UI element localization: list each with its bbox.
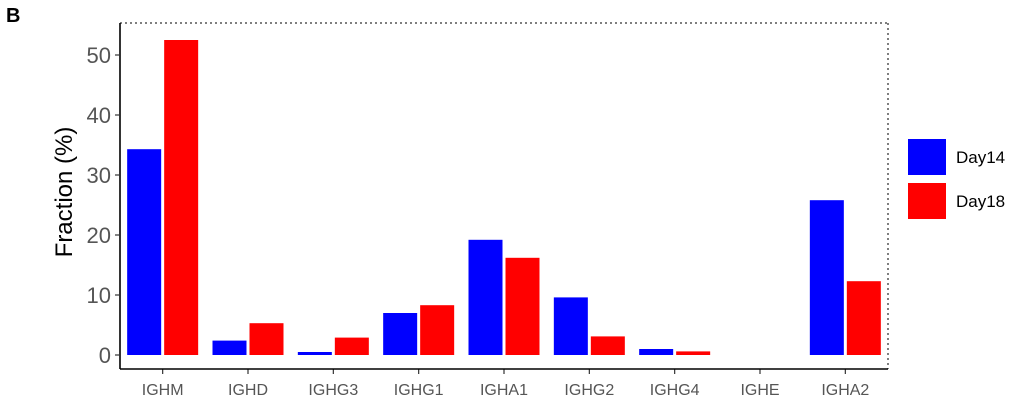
y-tick-label: 20 (87, 223, 111, 248)
bar-day14-ighm (127, 149, 162, 355)
y-axis-title: Fraction (%) (51, 127, 78, 258)
bar-day14-ighg1 (383, 313, 418, 355)
y-tick-label: 0 (99, 343, 111, 368)
y-tick-label: 10 (87, 283, 111, 308)
bar-day18-igha2 (846, 281, 881, 355)
y-tick-label: 50 (87, 43, 111, 68)
bar-day14-ighd (212, 340, 247, 355)
bar-day18-igha1 (505, 257, 540, 355)
x-tick-label: IGHG2 (564, 382, 614, 399)
legend-label-day18: Day18 (956, 192, 1005, 211)
x-tick-label: IGHD (228, 382, 268, 399)
bar-day18-ighd (249, 323, 284, 355)
x-tick-label: IGHG3 (308, 382, 358, 399)
bar-day14-ighg4 (639, 349, 674, 355)
bar-day18-ighg2 (590, 336, 625, 355)
x-tick-label: IGHG4 (650, 382, 700, 399)
plot-area: IGHM IGHD IGHG3 IGHG1 IGHA1 IGHG2 IGHG4 IGHE IGH… (87, 22, 889, 399)
bar-day18-ighg3 (334, 337, 369, 355)
y-tick-label: 40 (87, 103, 111, 128)
legend-swatch-day14 (908, 139, 946, 175)
x-tick-label: IGHE (740, 382, 779, 399)
bar-day14-ighg3 (297, 352, 332, 355)
legend: Day14 Day18 (908, 139, 1005, 219)
bar-day18-ighm (164, 40, 199, 355)
x-tick-label: IGHA2 (821, 382, 869, 399)
bar-day18-ighg1 (420, 305, 455, 355)
x-tick-label: IGHG1 (394, 382, 444, 399)
legend-swatch-day18 (908, 183, 946, 219)
bar-day18-ighg4 (676, 351, 711, 355)
x-tick-label: IGHM (142, 382, 184, 399)
y-tick-label: 30 (87, 163, 111, 188)
bar-day14-igha1 (468, 239, 503, 355)
x-tick-label: IGHA1 (480, 382, 528, 399)
bar-day14-ighg2 (553, 297, 588, 355)
panel-label: B (6, 5, 20, 27)
bar-day14-igha2 (809, 200, 844, 355)
legend-label-day14: Day14 (956, 148, 1005, 167)
